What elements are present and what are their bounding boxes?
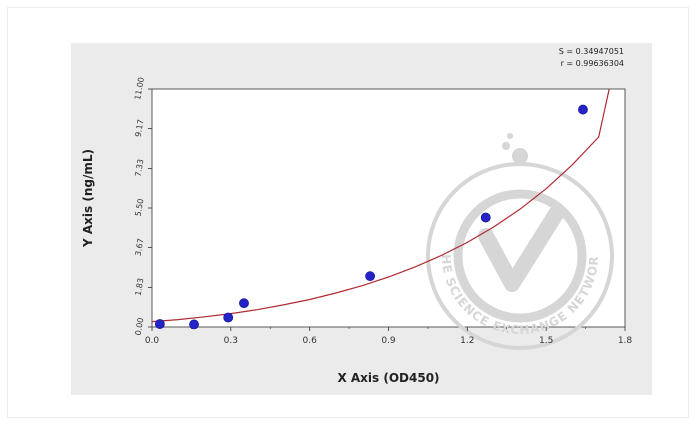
plot-area [151,88,626,328]
x-tick-label: 0.3 [224,336,238,346]
data-point [365,271,376,282]
data-point [578,104,588,115]
watermark-dot-icon [502,142,510,150]
y-tick-label: 3.67 [134,238,146,257]
x-tick-label: 1.8 [618,336,633,346]
x-tick-label: 0.0 [145,336,160,346]
y-tick-label: 0.00 [134,317,146,336]
x-tick-label: 1.2 [460,336,474,346]
x-tick-label: 1.5 [539,336,553,346]
data-point [480,212,491,223]
data-point [154,319,165,329]
y-tick-label: 5.50 [134,198,146,217]
data-point [223,312,234,323]
x-tick-label: 0.9 [381,336,396,346]
watermark-inner-ring [453,189,587,323]
data-point [189,319,199,330]
y-tick-label: 7.33 [134,158,146,177]
y-axis-label: Y Axis (ng/mL) [81,149,95,248]
y-tick-label: 11.00 [133,77,146,101]
x-axis-label: X Axis (OD450) [337,371,439,385]
y-tick-label: 9.17 [134,119,146,138]
y-tick-label: 1.83 [134,277,146,296]
x-tick-label: 0.6 [303,336,318,346]
watermark-dot-icon [507,133,513,139]
r-statistic: r = 0.99636304 [560,59,624,68]
watermark-checkmark-icon [478,206,564,292]
data-point [239,298,249,309]
watermark-dot-icon [512,148,528,164]
s-statistic: S = 0.34947051 [558,47,624,56]
fit-statistics: S = 0.34947051 r = 0.99636304 [559,46,624,70]
